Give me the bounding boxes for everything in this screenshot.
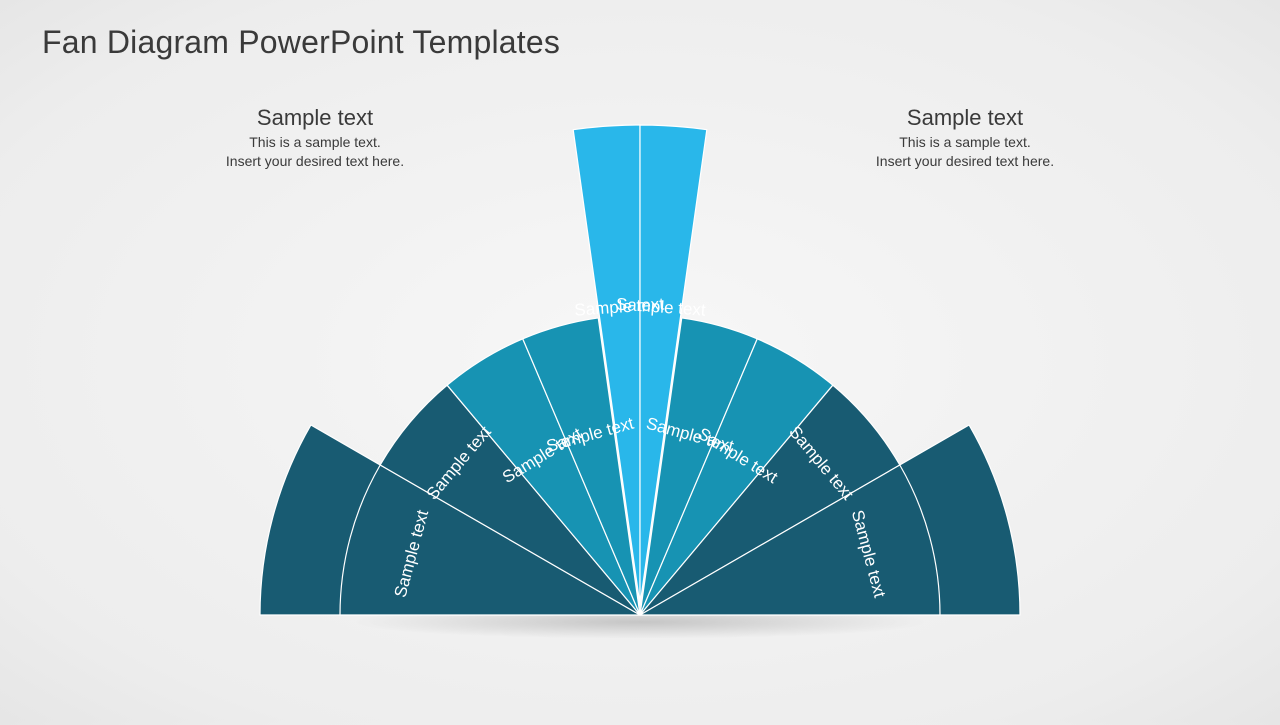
fan-diagram: Sample textSample textSample textSample …: [0, 0, 1280, 720]
